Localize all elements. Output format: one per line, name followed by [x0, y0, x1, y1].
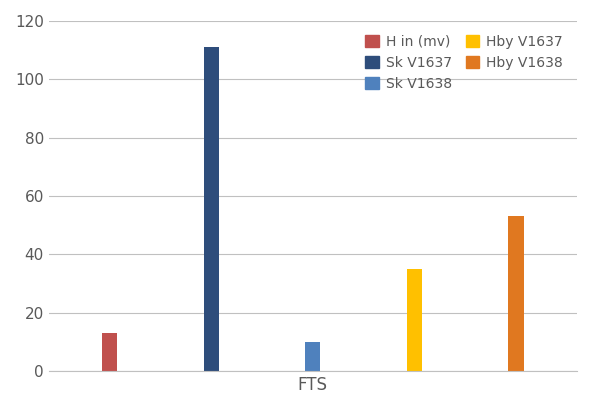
Bar	[204, 47, 219, 371]
Bar	[102, 333, 117, 371]
Bar	[407, 269, 422, 371]
Bar	[305, 342, 320, 371]
Bar	[509, 216, 524, 371]
Legend: H in (mv), Sk V1637, Sk V1638, Hby V1637, Hby V1638: H in (mv), Sk V1637, Sk V1638, Hby V1637…	[358, 28, 570, 98]
